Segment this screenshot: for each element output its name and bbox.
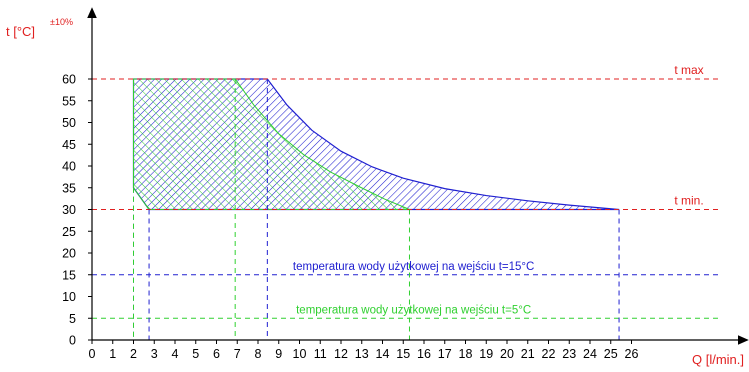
x-axis-label: Q [l/min.]	[692, 352, 744, 367]
y-tick-label-55: 55	[62, 94, 76, 108]
x-tick-label-5: 5	[192, 347, 199, 361]
reference-line-label-2: t min.	[674, 194, 703, 208]
y-tick-label-40: 40	[62, 160, 76, 174]
x-tick-label-6: 6	[213, 347, 220, 361]
reference-line-label-3: temperatura wody użytkowej na wejściu t=…	[293, 261, 534, 273]
y-tick-label-25: 25	[62, 225, 76, 239]
x-tick-label-19: 19	[479, 347, 493, 361]
y-tick-label-35: 35	[62, 181, 76, 195]
area-layer	[132, 78, 620, 211]
reference-line-label-1: t max	[674, 63, 703, 77]
x-tick-label-9: 9	[275, 347, 282, 361]
series-area-2	[133, 78, 410, 210]
y-tick-label-0: 0	[69, 334, 76, 348]
y-tick-label-45: 45	[62, 138, 76, 152]
y-tick-label-50: 50	[62, 116, 76, 130]
x-tick-label-26: 26	[625, 347, 639, 361]
ticks-layer: 0 1 2 3 4 5 6 7 8 9 10 11 12 13 14 15 16 17 18 19 20 21 22 23 24…	[62, 73, 638, 362]
x-tick-label-13: 13	[355, 347, 369, 361]
x-tick-label-3: 3	[151, 347, 158, 361]
x-tick-label-15: 15	[396, 347, 410, 361]
x-tick-label-24: 24	[583, 347, 597, 361]
x-tick-label-2: 2	[130, 347, 137, 361]
y-axis-label: t [°C]	[6, 24, 35, 39]
x-tick-label-10: 10	[293, 347, 307, 361]
x-tick-label-8: 8	[255, 347, 262, 361]
x-tick-label-7: 7	[234, 347, 241, 361]
x-tick-label-1: 1	[109, 347, 116, 361]
x-tick-label-22: 22	[542, 347, 556, 361]
drop-lines-layer	[133, 79, 620, 340]
x-tick-label-21: 21	[521, 347, 535, 361]
x-tick-label-25: 25	[604, 347, 618, 361]
x-tick-label-16: 16	[417, 347, 431, 361]
reference-line-label-4: temperatura wody użytkowej na wejściu t=…	[296, 304, 531, 316]
x-tick-label-4: 4	[172, 347, 179, 361]
y-tick-label-5: 5	[69, 312, 76, 326]
x-tick-label-17: 17	[438, 347, 452, 361]
x-tick-label-0: 0	[89, 347, 96, 361]
y-tick-label-60: 60	[62, 73, 76, 87]
x-tick-label-12: 12	[334, 347, 348, 361]
y-tick-label-20: 20	[62, 247, 76, 261]
y-tick-label-30: 30	[62, 203, 76, 217]
reference-lines-layer	[92, 78, 722, 319]
x-tick-label-14: 14	[376, 347, 390, 361]
y-axis-label-tolerance: ±10%	[50, 17, 73, 27]
x-tick-label-18: 18	[459, 347, 473, 361]
x-tick-label-23: 23	[562, 347, 576, 361]
x-tick-label-20: 20	[500, 347, 514, 361]
y-tick-label-10: 10	[62, 290, 76, 304]
y-tick-label-15: 15	[62, 268, 76, 282]
labels-layer: t max t min. temperatura wody użytkowej na…	[293, 63, 704, 316]
x-tick-label-11: 11	[314, 347, 327, 361]
